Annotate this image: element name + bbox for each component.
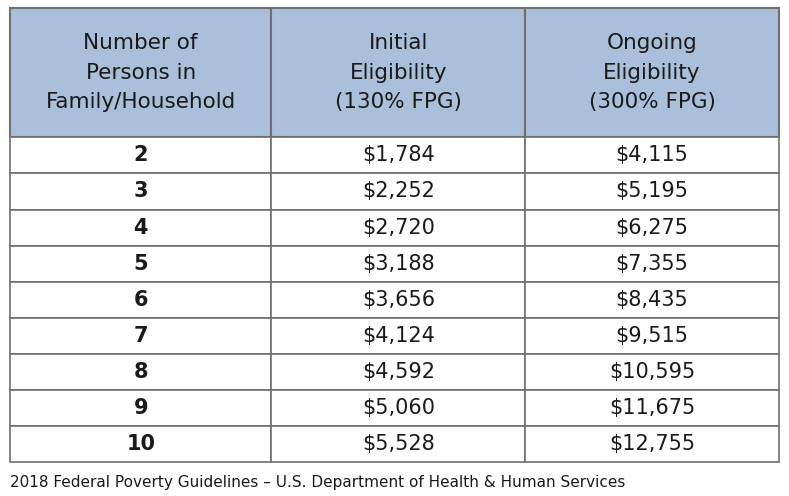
- Bar: [10, 390, 271, 426]
- Bar: [525, 426, 779, 462]
- Text: 6: 6: [133, 290, 148, 310]
- Text: 5: 5: [133, 253, 148, 274]
- Text: 9: 9: [133, 398, 148, 418]
- Bar: [271, 426, 525, 462]
- Bar: [10, 426, 271, 462]
- Bar: [10, 354, 271, 390]
- Bar: [525, 246, 779, 282]
- Text: $5,528: $5,528: [362, 434, 435, 454]
- Text: $1,784: $1,784: [362, 145, 435, 166]
- Text: $4,115: $4,115: [615, 145, 689, 166]
- Bar: [525, 8, 779, 137]
- Bar: [271, 390, 525, 426]
- Bar: [525, 137, 779, 174]
- Text: $5,195: $5,195: [615, 182, 689, 201]
- Text: Ongoing
Eligibility
(300% FPG): Ongoing Eligibility (300% FPG): [589, 33, 716, 112]
- Text: $4,124: $4,124: [362, 326, 435, 346]
- Bar: [271, 246, 525, 282]
- Text: $5,060: $5,060: [362, 398, 435, 418]
- Bar: [271, 209, 525, 246]
- Text: $8,435: $8,435: [615, 290, 689, 310]
- Text: Initial
Eligibility
(130% FPG): Initial Eligibility (130% FPG): [335, 33, 462, 112]
- Bar: [10, 282, 271, 318]
- Text: 8: 8: [133, 362, 148, 382]
- Bar: [10, 209, 271, 246]
- Text: $10,595: $10,595: [609, 362, 695, 382]
- Text: $11,675: $11,675: [609, 398, 695, 418]
- Bar: [525, 354, 779, 390]
- Bar: [525, 174, 779, 209]
- Bar: [525, 209, 779, 246]
- Bar: [10, 174, 271, 209]
- Text: $7,355: $7,355: [615, 253, 689, 274]
- Text: 7: 7: [133, 326, 148, 346]
- Bar: [10, 8, 271, 137]
- Bar: [271, 174, 525, 209]
- Bar: [271, 282, 525, 318]
- Text: $3,188: $3,188: [362, 253, 435, 274]
- Text: 4: 4: [133, 218, 148, 238]
- Bar: [10, 318, 271, 354]
- Text: Number of
Persons in
Family/Household: Number of Persons in Family/Household: [46, 33, 236, 112]
- Text: $9,515: $9,515: [615, 326, 689, 346]
- Text: $4,592: $4,592: [362, 362, 435, 382]
- Bar: [271, 354, 525, 390]
- Bar: [10, 246, 271, 282]
- Text: $2,720: $2,720: [362, 218, 435, 238]
- Bar: [10, 137, 271, 174]
- Text: 10: 10: [126, 434, 155, 454]
- Text: $3,656: $3,656: [362, 290, 435, 310]
- Bar: [271, 137, 525, 174]
- Text: $12,755: $12,755: [609, 434, 695, 454]
- Text: $6,275: $6,275: [615, 218, 689, 238]
- Bar: [525, 390, 779, 426]
- Bar: [525, 282, 779, 318]
- Bar: [271, 8, 525, 137]
- Text: $2,252: $2,252: [362, 182, 435, 201]
- Text: 2: 2: [133, 145, 148, 166]
- Text: 3: 3: [133, 182, 148, 201]
- Text: 2018 Federal Poverty Guidelines – U.S. Department of Health & Human Services: 2018 Federal Poverty Guidelines – U.S. D…: [10, 475, 626, 490]
- Bar: [525, 318, 779, 354]
- Bar: [271, 318, 525, 354]
